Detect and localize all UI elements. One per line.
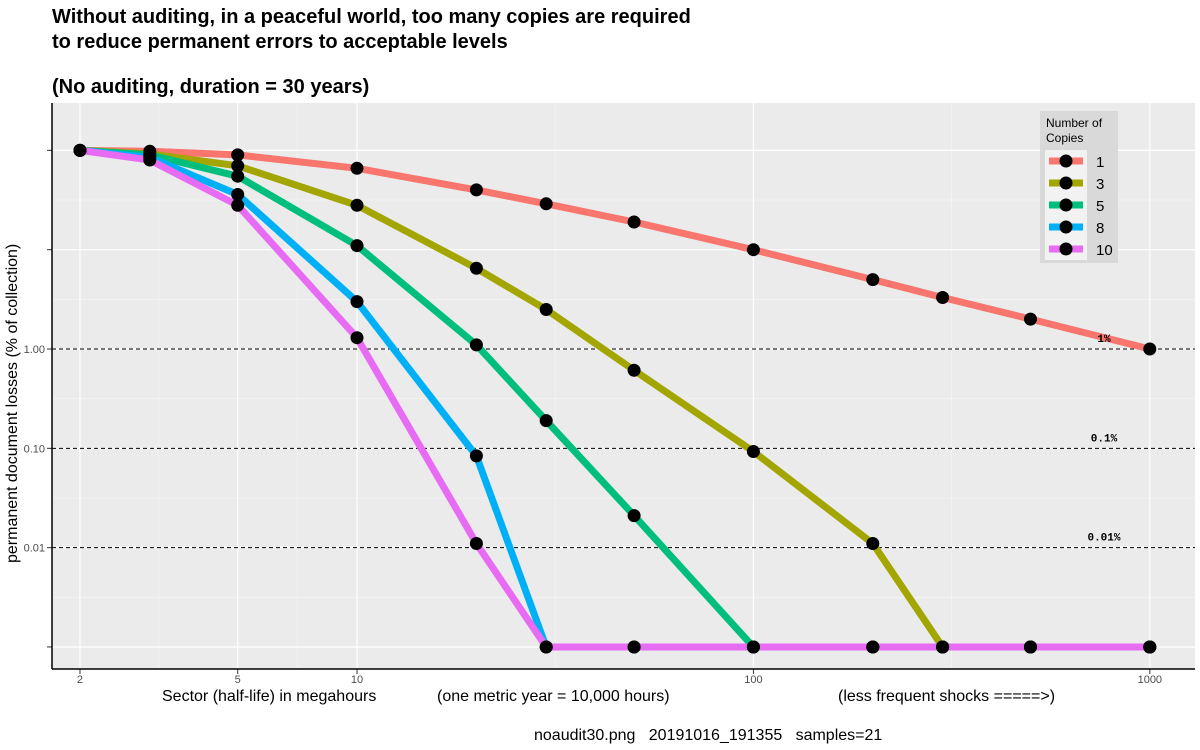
x-tick-label: 100 <box>744 674 762 686</box>
image-caption: noaudit30.png 20191016_191355 samples=21 <box>534 727 883 744</box>
legend: Number of Copies 1 3 5 8 10 <box>1040 111 1118 263</box>
x-axis-label-direction: (less frequent shocks =====>) <box>838 688 1056 705</box>
data-point-3 <box>350 198 364 212</box>
legend-label-10: 10 <box>1096 242 1113 259</box>
data-point-3 <box>231 159 245 173</box>
legend-point-3 <box>1059 176 1073 190</box>
reference-label: 1% <box>1097 334 1111 346</box>
legend-point-1 <box>1059 154 1073 168</box>
y-tick-label: 0.10 <box>24 443 45 455</box>
data-point-10 <box>746 640 760 654</box>
data-point-8 <box>350 295 364 309</box>
y-tick-label: 0.01 <box>24 543 45 555</box>
data-point-3 <box>746 445 760 458</box>
legend-point-5 <box>1059 198 1073 212</box>
legend-title-line1: Number of <box>1046 116 1103 130</box>
y-axis-label: permanent document losses (% of collecti… <box>4 243 21 563</box>
data-point-10 <box>1143 640 1157 654</box>
data-point-10 <box>539 640 553 654</box>
legend-label-8: 8 <box>1096 220 1104 237</box>
data-point-10 <box>627 640 641 654</box>
data-point-10 <box>936 640 950 654</box>
data-point-1 <box>936 291 950 304</box>
data-point-10 <box>231 198 245 212</box>
data-point-1 <box>1143 342 1157 356</box>
x-tick-label: 5 <box>235 674 241 686</box>
data-point-5 <box>539 414 553 428</box>
legend-label-5: 5 <box>1096 198 1104 215</box>
data-point-3 <box>469 261 483 275</box>
chart-title-line2: to reduce permanent errors to acceptable… <box>52 31 508 53</box>
x-tick-label: 1000 <box>1138 674 1162 686</box>
series-line-10 <box>76 146 1154 651</box>
data-point-3 <box>866 537 880 550</box>
legend-label-1: 1 <box>1096 154 1104 171</box>
x-axis-label-main: Sector (half-life) in megahours <box>162 688 377 705</box>
data-point-1 <box>539 197 553 211</box>
series-line-1 <box>76 146 1154 353</box>
data-point-1 <box>627 215 641 229</box>
x-tick-label: 10 <box>351 674 363 686</box>
data-point-10 <box>350 331 364 345</box>
chart-title-line1: Without auditing, in a peaceful world, t… <box>52 6 691 28</box>
legend-point-8 <box>1059 220 1073 234</box>
legend-point-10 <box>1059 242 1073 256</box>
data-point-8 <box>231 188 245 201</box>
data-point-1 <box>350 161 364 175</box>
legend-title-line2: Copies <box>1046 131 1083 145</box>
reference-label: 0.1% <box>1091 433 1118 445</box>
data-point-5 <box>469 338 483 352</box>
x-tick-label: 2 <box>77 674 83 686</box>
data-point-10 <box>143 153 157 167</box>
data-point-10 <box>73 143 87 157</box>
data-point-1 <box>866 273 880 287</box>
data-point-10 <box>469 537 483 550</box>
x-axis-label-metric-year: (one metric year = 10,000 hours) <box>437 688 670 705</box>
reference-label: 0.01% <box>1087 533 1120 545</box>
legend-label-3: 3 <box>1096 176 1104 193</box>
y-tick-label: 1.00 <box>24 344 45 356</box>
data-point-5 <box>350 239 364 253</box>
chart-subtitle: (No auditing, duration = 30 years) <box>52 76 370 98</box>
data-point-8 <box>469 449 483 463</box>
data-point-1 <box>1024 312 1037 326</box>
data-point-3 <box>539 303 553 316</box>
data-point-1 <box>231 148 245 162</box>
data-point-5 <box>231 169 245 183</box>
data-point-3 <box>627 363 641 377</box>
data-point-1 <box>746 243 760 257</box>
data-point-10 <box>866 640 880 654</box>
data-point-5 <box>627 509 641 523</box>
data-point-1 <box>469 183 483 197</box>
data-point-10 <box>1024 640 1037 654</box>
